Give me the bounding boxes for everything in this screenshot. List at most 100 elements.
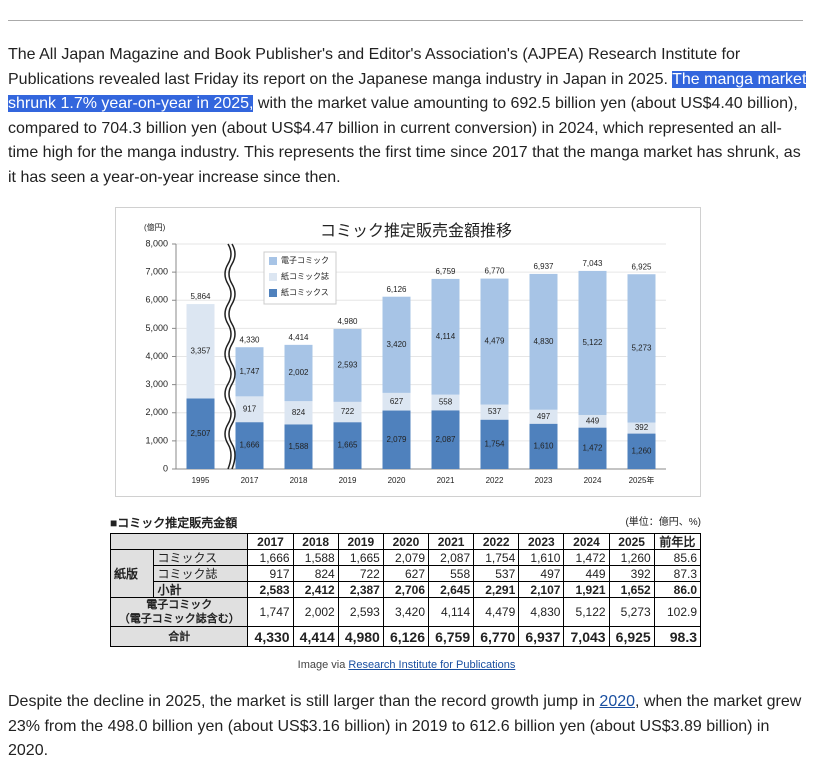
y-tick-label: 2,000 — [145, 407, 168, 417]
data-label: 3,420 — [386, 340, 407, 349]
text: , when the market grew 23% from the 498.… — [8, 693, 802, 759]
table-cell: 1,610 — [518, 549, 565, 566]
bar-segment — [333, 328, 362, 402]
data-label: 1,588 — [288, 442, 309, 451]
table-cell: 449 — [563, 565, 610, 582]
bar-segment — [578, 270, 607, 415]
total-label: 7,043 — [582, 259, 603, 268]
bar-segment — [529, 423, 558, 469]
row-label: 電子コミック （電子コミック誌含む） — [109, 597, 249, 627]
header-cell: 2018 — [292, 533, 339, 550]
total-label: 6,937 — [533, 262, 554, 271]
table-cell: 2,079 — [382, 549, 430, 566]
x-tick-label: 2018 — [290, 476, 308, 485]
x-tick-label: 2021 — [437, 476, 455, 485]
row-label: コミックス — [153, 549, 249, 566]
table-cell: 917 — [247, 565, 294, 582]
table-cell: 2,291 — [473, 581, 520, 598]
data-label: 627 — [390, 397, 404, 406]
data-label: 1,747 — [239, 367, 260, 376]
legend-label: 紙コミック誌 — [281, 271, 329, 281]
text: Image via — [297, 659, 349, 671]
legend-swatch — [269, 257, 277, 265]
bar-segment — [431, 278, 460, 395]
y-tick-label: 1,000 — [145, 435, 168, 445]
text: with the market value amounting to 692.5… — [8, 95, 801, 186]
table-cell: 4,114 — [427, 597, 475, 627]
legend-swatch — [269, 289, 277, 297]
total-label: 4,980 — [337, 317, 358, 326]
data-label: 497 — [537, 412, 551, 421]
total-label: 5,864 — [190, 292, 211, 301]
y-tick-label: 5,000 — [145, 323, 168, 333]
bar-segment — [529, 409, 558, 424]
data-label: 2,002 — [288, 368, 309, 377]
table-row: 2017 2018 2019 2020 2021 2022 2023 2024 2025 前年比 — [109, 533, 702, 550]
data-label: 537 — [488, 407, 502, 416]
table-row: 合計 4,330 4,414 4,980 6,126 6,759 6,770 6,937 7,0… — [109, 626, 702, 647]
label-text: コミックス — [157, 550, 218, 565]
table-row: 電子コミック （電子コミック誌含む） 1,747 2,002 2,593 3,420 4,1… — [109, 597, 702, 627]
data-label: 5,122 — [582, 338, 603, 347]
table-unit: (単位：億円、%) — [625, 517, 701, 528]
x-tick-label: 2022 — [486, 476, 504, 485]
row-label: 合計 — [109, 626, 249, 647]
link[interactable]: 2020 — [599, 693, 636, 710]
bar-segment — [333, 401, 362, 423]
table-cell: 6,937 — [518, 626, 565, 647]
table-cell: 2,002 — [292, 597, 339, 627]
bar-segment — [578, 427, 607, 469]
table-cell: 6,759 — [427, 626, 475, 647]
bar-segment — [627, 433, 656, 469]
data-label: 824 — [292, 408, 306, 417]
table-row: 小計 2,583 2,412 2,387 2,706 2,645 2,291 2,107 1,9… — [111, 581, 702, 598]
bar-segment — [284, 401, 313, 425]
label-text: 電子コミック — [146, 599, 213, 611]
table-cell: 2,087 — [427, 549, 475, 566]
header-cell: 2020 — [382, 533, 430, 550]
data-label: 3,357 — [190, 346, 211, 355]
label-text: （電子コミック誌含む） — [118, 613, 240, 625]
table-cell: 2,412 — [292, 581, 339, 598]
data-label: 917 — [243, 404, 257, 413]
bar-segment — [480, 278, 509, 405]
table-cell: 98.3 — [653, 626, 702, 647]
axis-break — [228, 243, 236, 470]
header-cell: 2025 — [608, 533, 655, 550]
legend-swatch — [269, 273, 277, 281]
table-cell: 2,645 — [427, 581, 475, 598]
caption: Image via Research Institute for Publica… — [0, 659, 813, 671]
header-cell: 2023 — [518, 533, 565, 550]
bar-segment — [284, 344, 313, 402]
bar-segment — [382, 296, 411, 393]
data-label: 5,273 — [631, 343, 652, 352]
header-cell — [109, 533, 249, 550]
y-tick-label: 6,000 — [145, 295, 168, 305]
data-label: 4,830 — [533, 337, 554, 346]
data-label: 1,665 — [337, 441, 358, 450]
table-cell: 1,260 — [608, 549, 655, 566]
table-cell: 537 — [473, 565, 520, 582]
header-cell: 2022 — [473, 533, 520, 550]
bar-segment — [382, 410, 411, 469]
table-cell: 5,122 — [563, 597, 610, 627]
table-cell: 102.9 — [653, 597, 702, 627]
table-cell: 627 — [382, 565, 430, 582]
table-cell: 1,652 — [608, 581, 655, 598]
table-cell: 1,588 — [292, 549, 339, 566]
y-tick-label: 4,000 — [145, 351, 168, 361]
table-cell: 1,665 — [337, 549, 384, 566]
table-cell: 2,583 — [247, 581, 294, 598]
table-cell: 497 — [518, 565, 565, 582]
table-cell: 86.0 — [653, 581, 702, 598]
link[interactable]: Research Institute for Publications — [348, 659, 516, 671]
y-unit: (億円) — [144, 222, 166, 232]
table-header: ■コミック推定販売金額 (単位：億円、%) — [110, 513, 701, 533]
paragraph: Despite the decline in 2025, the market … — [8, 690, 808, 764]
table-cell: 6,925 — [608, 626, 655, 647]
bar-segment — [333, 422, 362, 469]
table-cell: 87.3 — [653, 565, 702, 582]
data-label: 4,114 — [436, 332, 456, 341]
